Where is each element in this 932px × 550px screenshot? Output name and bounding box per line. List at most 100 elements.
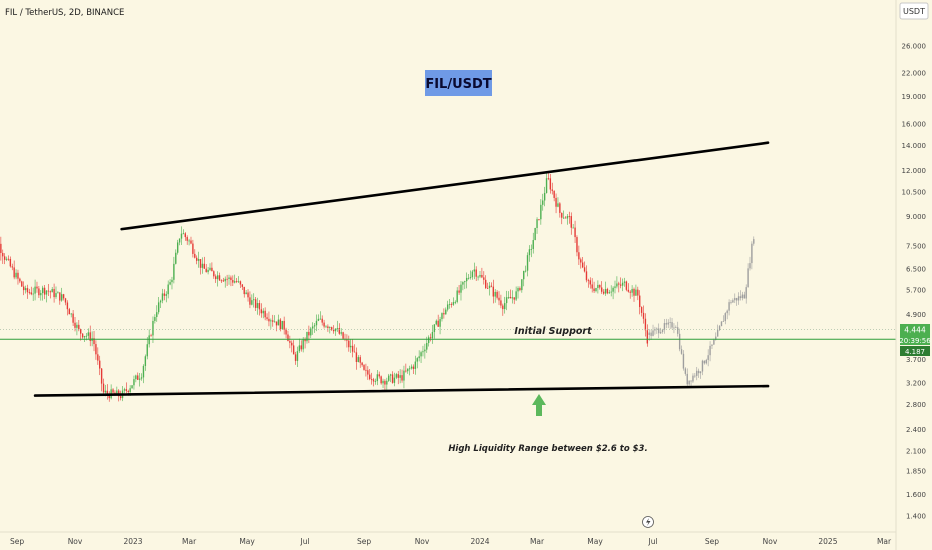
candle-body: [688, 380, 690, 385]
candle-body: [701, 360, 704, 372]
candle-body: [716, 330, 719, 337]
candle-body: [184, 233, 186, 238]
candle-body: [703, 360, 706, 364]
candle-body: [686, 373, 688, 385]
candle-body: [19, 278, 21, 282]
candle-body: [112, 389, 114, 393]
candle-body: [272, 320, 274, 322]
candle-body: [239, 281, 242, 285]
candle-body: [465, 277, 468, 282]
candle-body: [663, 323, 666, 330]
candle-body: [332, 329, 335, 332]
candle-body: [747, 268, 749, 288]
candle-body: [523, 270, 525, 280]
candle-body: [488, 285, 491, 289]
upper-trendline[interactable]: [120, 141, 770, 231]
candle-body: [749, 263, 751, 269]
candle-body: [475, 269, 477, 277]
candle-body: [135, 375, 137, 380]
candle-body: [526, 255, 529, 271]
candle-body: [156, 312, 158, 318]
candle-body: [416, 358, 418, 362]
candle-body: [230, 277, 232, 281]
candle-body: [264, 310, 266, 318]
candle-body: [228, 277, 230, 279]
candle-body: [270, 320, 272, 322]
candle-body: [498, 297, 500, 301]
candle-body: [380, 376, 382, 384]
candle-body: [485, 279, 487, 288]
candle-body: [224, 278, 226, 282]
candle-body: [639, 295, 641, 308]
liquidity-arrow-icon: [532, 394, 546, 416]
candle-body: [405, 370, 407, 372]
candle-body: [374, 381, 377, 382]
candle-body: [388, 375, 390, 381]
candle-body: [171, 279, 173, 283]
x-tick-label: Jul: [300, 537, 310, 546]
candle-body: [226, 278, 228, 280]
candle-body: [431, 332, 434, 339]
lightning-icon[interactable]: [642, 516, 654, 528]
candle-body: [435, 320, 437, 325]
candle-body: [254, 299, 257, 308]
support-label: Initial Support: [514, 326, 592, 337]
y-axis-ticks: 26.000 22.000 19.000 16.000 14.000 12.000 10.5…: [902, 42, 927, 520]
candle-body: [707, 355, 709, 360]
candle-body: [458, 290, 460, 293]
candle-body: [81, 333, 84, 338]
candle-body: [315, 320, 318, 326]
price-axis[interactable]: [896, 0, 932, 550]
candle-body: [555, 197, 557, 207]
candle-body: [66, 302, 69, 310]
x-tick-label: Mar: [530, 537, 545, 546]
candle-body: [251, 300, 253, 305]
y-tick-label: 4.900: [906, 311, 926, 319]
candle-body: [74, 322, 76, 328]
countdown-label: 20:39:56: [899, 337, 931, 345]
candle-body: [728, 302, 730, 311]
candle-body: [612, 287, 614, 292]
candle-body: [28, 292, 31, 294]
candle-body: [47, 290, 50, 292]
candle-body: [247, 292, 249, 298]
candle-body: [220, 280, 223, 282]
candle-body: [302, 339, 304, 350]
candle-body: [338, 328, 340, 334]
candle-body: [437, 320, 439, 327]
candle-body: [289, 341, 291, 343]
x-tick-label: Sep: [357, 537, 371, 546]
candle-body: [188, 240, 190, 242]
candle-body: [127, 390, 129, 393]
candle-body: [268, 318, 270, 322]
candle-body: [93, 338, 95, 345]
x-tick-label: May: [239, 537, 255, 546]
candle-body: [439, 319, 441, 327]
candle-body: [410, 366, 413, 369]
candle-body: [304, 339, 306, 342]
y-tick-label: 2.100: [906, 447, 926, 455]
candle-body: [89, 332, 91, 341]
candle-body: [173, 263, 175, 280]
lower-trendline[interactable]: [33, 384, 770, 397]
candle-body: [140, 377, 143, 379]
candle-body: [420, 352, 422, 357]
candle-body: [203, 263, 206, 269]
currency-badge[interactable]: [899, 2, 929, 20]
candle-body: [614, 286, 616, 288]
candle-body: [137, 375, 139, 380]
candle-body: [281, 320, 283, 330]
candle-body: [62, 294, 65, 299]
candle-body: [365, 369, 367, 371]
symbol-header: FIL / TetherUS, 2D, BINANCE: [5, 8, 124, 18]
candle-body: [397, 374, 399, 378]
candle-body: [492, 286, 495, 297]
candle-body: [70, 313, 72, 315]
candle-body: [519, 288, 521, 291]
candle-body: [433, 324, 436, 333]
candle-body: [559, 203, 561, 213]
candle-body: [694, 375, 696, 377]
lines-layer: [0, 141, 896, 397]
candle-body: [152, 320, 154, 336]
